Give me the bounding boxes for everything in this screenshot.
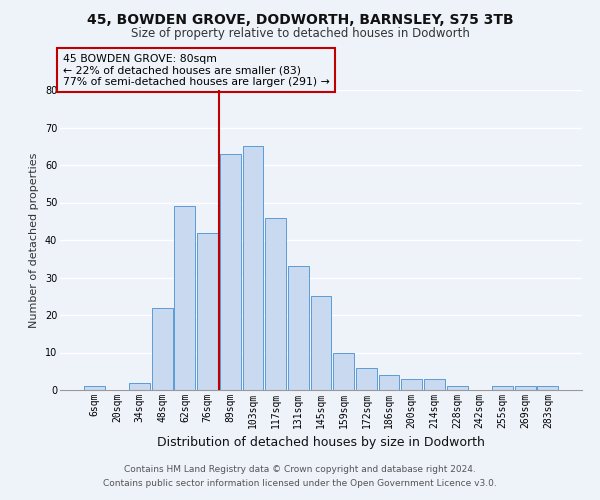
Bar: [446, 386, 467, 390]
Bar: [424, 379, 445, 390]
Bar: [129, 382, 150, 390]
Bar: [538, 386, 558, 390]
Text: 45 BOWDEN GROVE: 80sqm
← 22% of detached houses are smaller (83)
77% of semi-det: 45 BOWDEN GROVE: 80sqm ← 22% of detached…: [62, 54, 329, 87]
Bar: [333, 352, 354, 390]
Bar: [288, 266, 309, 390]
Text: Contains HM Land Registry data © Crown copyright and database right 2024.
Contai: Contains HM Land Registry data © Crown c…: [103, 466, 497, 487]
Bar: [356, 368, 377, 390]
Text: 45, BOWDEN GROVE, DODWORTH, BARNSLEY, S75 3TB: 45, BOWDEN GROVE, DODWORTH, BARNSLEY, S7…: [86, 12, 514, 26]
Bar: [401, 379, 422, 390]
Bar: [515, 386, 536, 390]
Y-axis label: Number of detached properties: Number of detached properties: [29, 152, 39, 328]
Bar: [197, 232, 218, 390]
Text: Size of property relative to detached houses in Dodworth: Size of property relative to detached ho…: [131, 28, 469, 40]
Bar: [311, 296, 331, 390]
X-axis label: Distribution of detached houses by size in Dodworth: Distribution of detached houses by size …: [157, 436, 485, 450]
Bar: [379, 375, 400, 390]
Bar: [265, 218, 286, 390]
Bar: [84, 386, 104, 390]
Bar: [492, 386, 513, 390]
Bar: [242, 146, 263, 390]
Bar: [152, 308, 173, 390]
Bar: [220, 154, 241, 390]
Bar: [175, 206, 196, 390]
